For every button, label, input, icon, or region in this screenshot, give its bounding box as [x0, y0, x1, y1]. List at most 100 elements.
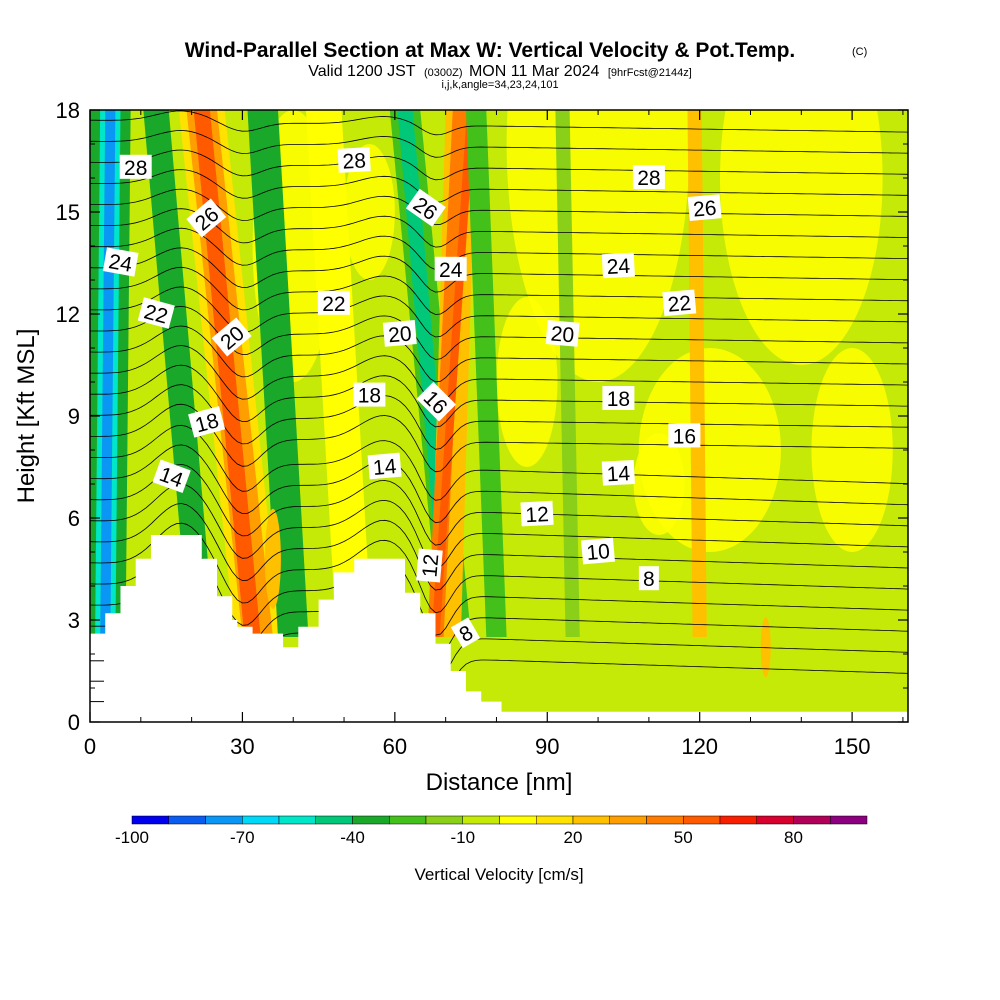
contour-label-box — [434, 256, 467, 281]
contour-label-box — [152, 459, 191, 494]
contour-label: 28 — [632, 165, 665, 190]
contour-label: 24 — [102, 247, 139, 277]
contour-label: 24 — [601, 252, 635, 279]
colorbar-tick-label: -10 — [450, 828, 475, 847]
contour-label: 18 — [602, 386, 635, 411]
theta-contour-line — [90, 286, 908, 338]
contour-label-text: 14 — [606, 462, 631, 486]
colorbar-swatch — [683, 815, 721, 825]
contour-label-box — [119, 154, 152, 179]
downdraft-band — [143, 110, 215, 637]
theta-contour-line — [90, 345, 908, 405]
colorbar-tick-label: 80 — [784, 828, 803, 847]
x-tick-label: 120 — [681, 734, 718, 759]
contour-label: 22 — [317, 290, 350, 316]
contour-label: 20 — [211, 317, 252, 357]
theta-contour-line — [90, 483, 908, 569]
colorbar-swatch — [352, 815, 390, 825]
contour-label-box — [353, 382, 386, 407]
colorbar-swatch — [536, 815, 574, 825]
colorbar-swatch — [462, 815, 500, 825]
theta-contour-line — [90, 384, 908, 450]
chart-title: Wind-Parallel Section at Max W: Vertical… — [185, 39, 796, 62]
field-region — [720, 110, 883, 365]
contour-label-box — [211, 317, 252, 357]
contour-label-box — [601, 252, 635, 279]
contour-label-box — [416, 548, 443, 583]
theta-contour-line — [90, 325, 908, 383]
contour-label-text: 28 — [124, 157, 147, 180]
contour-label-text: 24 — [606, 255, 631, 279]
contour-label: 22 — [662, 289, 697, 317]
contour-label-box — [450, 617, 481, 649]
contour-label-box — [382, 320, 417, 347]
colorbar-label: Vertical Velocity [cm/s] — [414, 865, 583, 884]
updraft-cell — [760, 617, 771, 678]
theta-contour-line — [90, 444, 908, 524]
contour-label-box — [662, 289, 697, 317]
grid-index-label: i,j,k,angle=34,23,24,101 — [441, 79, 558, 91]
colorbar-tick-label: -70 — [230, 828, 255, 847]
colorbar-tick-label: 50 — [674, 828, 693, 847]
contour-label: 12 — [416, 548, 443, 583]
contour-label-box — [668, 423, 701, 448]
colorbar-swatch — [278, 815, 316, 825]
copyright-mark: (C) — [852, 46, 867, 58]
y-axis: 0 3 6 9 12 15 18 — [56, 98, 908, 735]
updraft-band — [687, 110, 707, 637]
colorbar-swatch — [572, 815, 610, 825]
contour-label-box — [416, 381, 457, 422]
contour-label-box — [405, 188, 446, 227]
y-tick-label: 9 — [68, 404, 80, 429]
theta-contour-line — [90, 110, 908, 136]
terrain-ticks — [90, 660, 104, 703]
theta-contour-line — [90, 149, 908, 181]
theta-contour-line — [90, 208, 908, 248]
colorbar-swatch — [499, 815, 537, 825]
y-axis-label: Height [Kft MSL] — [13, 329, 40, 504]
field-region — [633, 433, 685, 535]
x-tick-label: 0 — [84, 734, 96, 759]
contour-label: 28 — [119, 154, 152, 180]
contour-label: 8 — [638, 566, 659, 591]
colorbar: -100 -70 -40 -10 20 50 80 — [115, 815, 868, 847]
theta-contour-line — [90, 247, 908, 293]
theta-contour-line — [90, 364, 908, 428]
x-axis-label: Distance [nm] — [426, 769, 573, 796]
contour-label: 10 — [581, 537, 615, 565]
x-axis: 0 30 60 90 120 150 — [84, 110, 904, 759]
colorbar-swatch — [719, 815, 757, 825]
contour-label: 16 — [668, 423, 701, 448]
contour-label: 20 — [545, 320, 580, 347]
contour-label: 12 — [520, 500, 554, 527]
x-tick-label: 30 — [230, 734, 254, 759]
colorbar-swatch — [242, 815, 280, 825]
contour-label: 14 — [601, 459, 635, 486]
theta-contour-line — [90, 403, 908, 473]
colorbar-swatch — [609, 815, 647, 825]
contour-label-text: 12 — [418, 553, 443, 578]
contour-label-box — [317, 290, 350, 315]
y-tick-label: 0 — [68, 710, 80, 735]
contour-label-text: 24 — [439, 259, 463, 282]
contour-label-text: 28 — [637, 167, 660, 190]
colorbar-swatch — [168, 815, 206, 825]
contour-label-text: 16 — [673, 425, 696, 448]
updraft-band — [305, 110, 372, 637]
contour-label-text: 22 — [322, 293, 345, 316]
contour-label-box — [367, 452, 402, 480]
colorbar-swatch — [646, 815, 684, 825]
y-tick-label: 12 — [56, 302, 80, 327]
contour-label-text: 20 — [387, 322, 412, 347]
downdraft-band — [465, 110, 507, 637]
colorbar-swatch — [756, 815, 794, 825]
y-tick-label: 6 — [68, 506, 80, 531]
contour-label-box — [137, 297, 175, 329]
theta-contour-line — [90, 130, 908, 158]
theta-contour-line — [90, 463, 908, 546]
y-tick-label: 18 — [56, 98, 80, 123]
colorbar-tick-label: -40 — [340, 828, 365, 847]
contour-label-text: 22 — [667, 292, 692, 317]
downdraft-band — [100, 110, 116, 637]
